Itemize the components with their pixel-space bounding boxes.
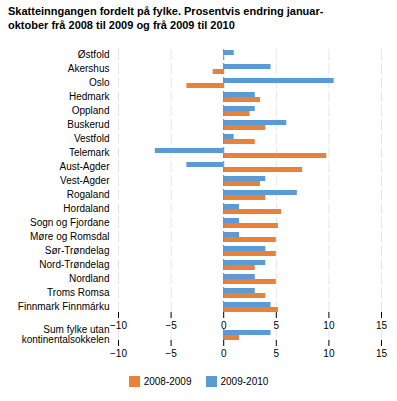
- svg-text:Oslo: Oslo: [89, 77, 110, 88]
- svg-text:Finnmark Finnmárku: Finnmark Finnmárku: [18, 301, 110, 312]
- svg-text:Sum fylke utankontinentalsokke: Sum fylke utankontinentalsokkelen: [22, 324, 110, 345]
- svg-text:0: 0: [221, 348, 227, 359]
- svg-text:15: 15: [376, 348, 388, 359]
- svg-text:Telemark: Telemark: [69, 147, 111, 158]
- svg-text:Østfold: Østfold: [78, 49, 110, 60]
- svg-text:−5: −5: [165, 348, 177, 359]
- svg-text:Aust-Agder: Aust-Agder: [59, 161, 110, 172]
- svg-text:15: 15: [376, 320, 388, 331]
- svg-text:Sør-Trøndelag: Sør-Trøndelag: [45, 245, 110, 256]
- svg-text:Hordaland: Hordaland: [63, 203, 109, 214]
- svg-text:Akershus: Akershus: [68, 63, 110, 74]
- html-text:Skatteinngangen fordelt på fyl: Skatteinngangen fordelt på fylke. Prosen…: [8, 5, 324, 31]
- svg-text:Oppland: Oppland: [72, 105, 110, 116]
- svg-text:Møre og Romsdal: Møre og Romsdal: [30, 231, 109, 242]
- svg-text:Vest-Agder: Vest-Agder: [60, 175, 110, 186]
- svg-text:Rogaland: Rogaland: [67, 189, 110, 200]
- svg-text:Sogn og Fjordane: Sogn og Fjordane: [30, 217, 110, 228]
- svg-text:10: 10: [323, 320, 335, 331]
- svg-text:Buskerud: Buskerud: [67, 119, 109, 130]
- svg-text:Nord-Trøndelag: Nord-Trøndelag: [39, 259, 109, 270]
- svg-text:−10: −10: [110, 320, 127, 331]
- svg-text:10: 10: [323, 348, 335, 359]
- svg-text:−10: −10: [110, 348, 127, 359]
- svg-text:Troms Romsa: Troms Romsa: [47, 287, 110, 298]
- svg-text:Hedmark: Hedmark: [69, 91, 111, 102]
- svg-text:Vestfold: Vestfold: [74, 133, 110, 144]
- html-text:2009-2010: 2009-2010: [220, 376, 269, 387]
- svg-text:5: 5: [274, 320, 280, 331]
- html-text:2008-2009: 2008-2009: [143, 376, 192, 387]
- svg-text:5: 5: [274, 348, 280, 359]
- svg-text:0: 0: [221, 320, 227, 331]
- svg-text:−5: −5: [165, 320, 177, 331]
- svg-text:Nordland: Nordland: [69, 273, 110, 284]
